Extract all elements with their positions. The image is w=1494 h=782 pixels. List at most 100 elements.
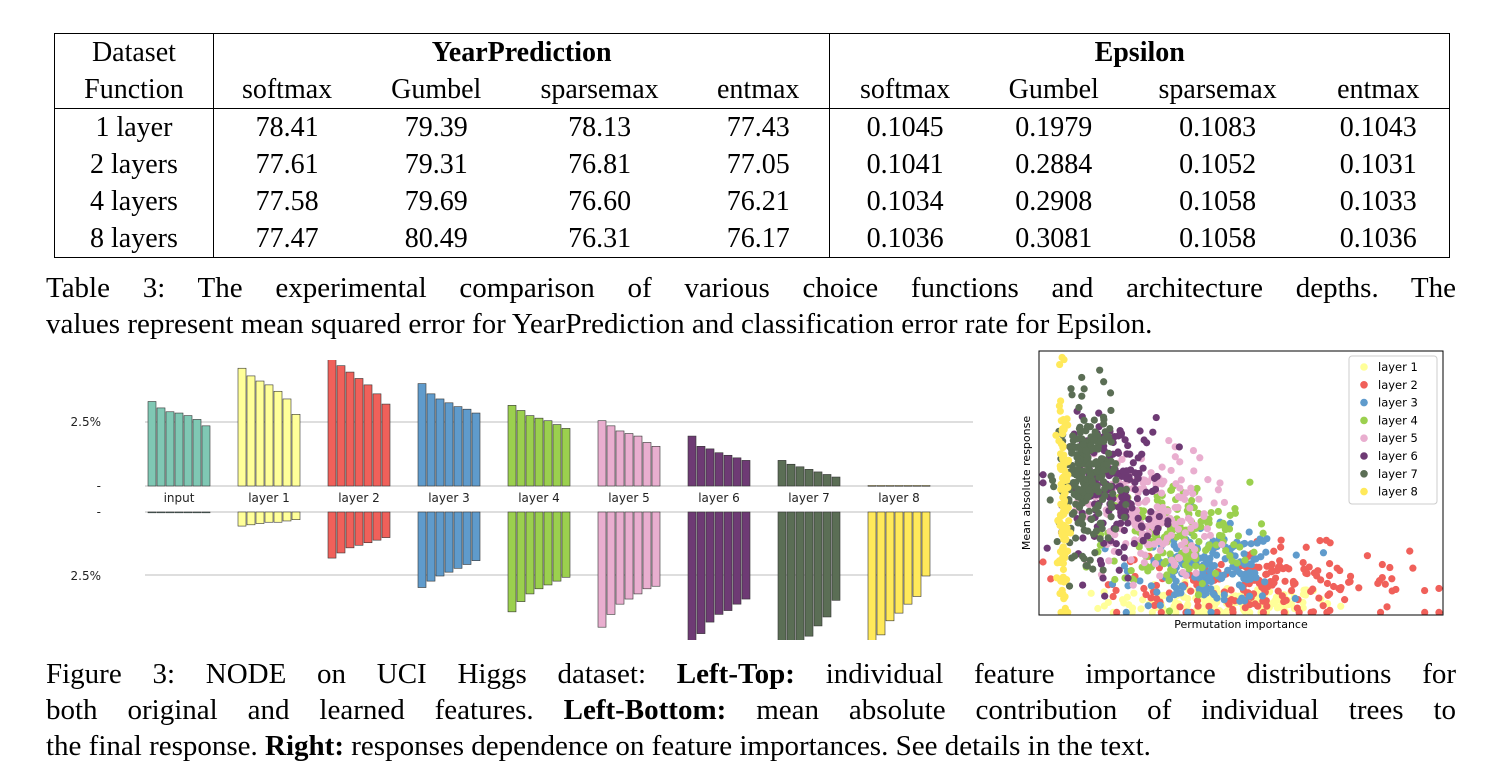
scatter-point (1172, 584, 1181, 593)
scatter-point (1084, 493, 1092, 501)
bottom-bar (336, 511, 346, 554)
scatter-point (1122, 501, 1130, 509)
scatter-point (1213, 608, 1221, 615)
scatter-point (1070, 509, 1078, 517)
scatter-point (1245, 528, 1253, 536)
table-cell: 79.69 (404, 185, 468, 217)
scatter-point (1216, 479, 1224, 487)
bottom-bar (201, 511, 211, 514)
bottom-bar (723, 511, 733, 611)
bottom-bar (426, 511, 436, 582)
row-label: 1 layer (54, 108, 214, 146)
table-cell: 0.1052 (1179, 148, 1257, 180)
top-bar (561, 428, 571, 487)
scatter-point (1149, 428, 1157, 436)
scatter-point (1383, 603, 1391, 611)
scatter-point (1381, 580, 1389, 588)
bottom-bar (921, 511, 931, 577)
top-bar (246, 375, 256, 487)
scatter-point (1140, 584, 1148, 593)
scatter-point (1250, 548, 1258, 556)
scatter-point (1140, 507, 1148, 515)
scatter-point (1094, 445, 1102, 453)
top-bar (516, 410, 526, 487)
bottom-bar (534, 511, 544, 590)
scatter-point (1106, 389, 1115, 397)
scatter-point (1295, 608, 1303, 615)
scatter-point (1270, 547, 1278, 555)
scatter-point (1247, 540, 1255, 548)
scatter-point (1058, 528, 1066, 537)
scatter-point (1268, 560, 1276, 568)
scatter-point (1189, 446, 1198, 455)
scatter-point (1061, 467, 1069, 475)
scatter-point (1120, 543, 1128, 551)
table-cell: 0.1036 (866, 222, 944, 254)
bottom-bar (327, 511, 337, 559)
top-bar (732, 457, 742, 487)
legend-marker (1360, 434, 1368, 442)
scatter-point (1324, 591, 1332, 599)
scatter-point (1056, 407, 1064, 415)
top-bar (687, 435, 697, 487)
group-label: input (164, 491, 195, 505)
scatter-point (1082, 427, 1090, 435)
table-cell: 78.13 (568, 111, 632, 143)
legend-marker (1360, 416, 1368, 425)
top-bar (426, 393, 436, 487)
legend-label: layer 7 (1378, 467, 1418, 481)
scatter-point (1115, 566, 1123, 574)
bottom-bar (606, 511, 616, 615)
bottom-bar (417, 511, 427, 588)
top-bar (876, 485, 886, 487)
legend-marker (1360, 381, 1368, 389)
scatter-point (1325, 572, 1334, 580)
scatter-point (1127, 556, 1135, 564)
legend-label: layer 3 (1378, 396, 1418, 410)
scatter-point (1164, 507, 1172, 515)
scatter-point (1050, 483, 1058, 491)
legend-marker (1360, 363, 1368, 371)
bottom-bar (687, 511, 697, 640)
scatter-point (1164, 520, 1172, 528)
scatter-point (1165, 436, 1173, 445)
scatter-point (1259, 597, 1267, 605)
scatter-point (1190, 467, 1198, 475)
scatter-point (1152, 413, 1160, 422)
scatter-point (1068, 554, 1076, 562)
scatter-point (1107, 499, 1115, 508)
bottom-bar (147, 511, 157, 514)
x-axis-label: Permutation importance (1174, 618, 1308, 631)
scatter-point (1346, 578, 1354, 586)
table-cell: 76.60 (568, 185, 632, 217)
scatter-point (1163, 534, 1172, 542)
scatter-point (1111, 575, 1119, 584)
scatter-point (1281, 577, 1289, 585)
group-header-yearprediction: YearPrediction (213, 33, 831, 71)
caption-text: Figure 3: NODE on UCI Higgs dataset: (46, 658, 677, 690)
scatter-point (1174, 493, 1183, 501)
scatter-point (1253, 539, 1261, 547)
bottom-bar (273, 511, 283, 523)
scatter-point (1124, 582, 1132, 590)
scatter-point (1229, 608, 1237, 615)
column-header: sparsemax (512, 71, 688, 109)
scatter-point (1170, 561, 1179, 569)
scatter-point (1214, 486, 1222, 494)
legend-label: layer 1 (1378, 360, 1418, 374)
group-label: layer 4 (518, 491, 560, 505)
scatter-point (1194, 602, 1202, 610)
scatter-point (1137, 522, 1145, 530)
table-caption-line-1: Table 3: The experimental comparison of … (46, 272, 1456, 304)
scatter-point (1080, 385, 1088, 393)
table-cell: 76.81 (568, 148, 632, 180)
top-bar (651, 446, 661, 487)
scatter-point (1072, 443, 1080, 452)
bottom-bar (876, 511, 886, 636)
scatter-point (1217, 560, 1225, 569)
top-bar (525, 415, 535, 487)
table-cell: 0.1058 (1179, 222, 1257, 254)
scatter-point (1299, 558, 1307, 567)
scatter-point (1085, 507, 1093, 515)
table-row: 1 layer 78.41 79.39 78.13 77.43 0.1045 0… (54, 108, 1450, 146)
